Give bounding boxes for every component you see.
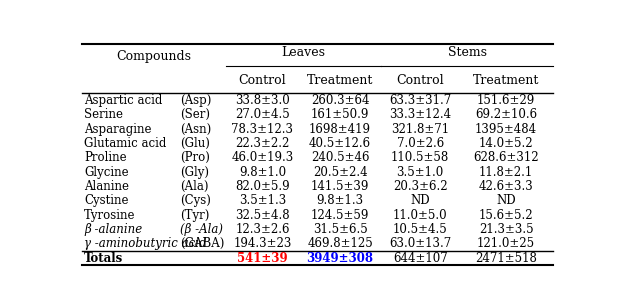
Text: β -alanine: β -alanine	[84, 223, 143, 236]
Text: Cystine: Cystine	[84, 194, 129, 207]
Text: Control: Control	[396, 74, 444, 88]
Text: 33.8±3.0: 33.8±3.0	[235, 94, 290, 107]
Text: 161±50.9: 161±50.9	[311, 108, 370, 121]
Text: (β -Ala): (β -Ala)	[180, 223, 223, 236]
Text: (Glu): (Glu)	[180, 137, 210, 150]
Text: Treatment: Treatment	[473, 74, 539, 88]
Text: Leaves: Leaves	[281, 46, 326, 59]
Text: 1698±419: 1698±419	[309, 123, 371, 136]
Text: 12.3±2.6: 12.3±2.6	[235, 223, 290, 236]
Text: Compounds: Compounds	[117, 50, 192, 63]
Text: (Cys): (Cys)	[180, 194, 211, 207]
Text: Tyrosine: Tyrosine	[84, 209, 136, 222]
Text: 63.3±31.7: 63.3±31.7	[389, 94, 451, 107]
Text: 3.5±1.0: 3.5±1.0	[397, 166, 444, 179]
Text: 3.5±1.3: 3.5±1.3	[239, 194, 286, 207]
Text: 151.6±29: 151.6±29	[477, 94, 535, 107]
Text: (Ser): (Ser)	[180, 108, 210, 121]
Text: 82.0±5.9: 82.0±5.9	[235, 180, 290, 193]
Text: 240.5±46: 240.5±46	[311, 151, 370, 164]
Text: 78.3±12.3: 78.3±12.3	[231, 123, 293, 136]
Text: ND: ND	[496, 194, 516, 207]
Text: 20.3±6.2: 20.3±6.2	[393, 180, 448, 193]
Text: 9.8±1.0: 9.8±1.0	[239, 166, 286, 179]
Text: 541±39: 541±39	[237, 252, 288, 265]
Text: 194.3±23: 194.3±23	[233, 237, 291, 250]
Text: 33.3±12.4: 33.3±12.4	[389, 108, 451, 121]
Text: (Pro): (Pro)	[180, 151, 210, 164]
Text: Totals: Totals	[84, 252, 123, 265]
Text: 40.5±12.6: 40.5±12.6	[309, 137, 371, 150]
Text: 42.6±3.3: 42.6±3.3	[479, 180, 533, 193]
Text: (Asp): (Asp)	[180, 94, 211, 107]
Text: 21.3±3.5: 21.3±3.5	[479, 223, 533, 236]
Text: 644±107: 644±107	[393, 252, 448, 265]
Text: ND: ND	[410, 194, 430, 207]
Text: (Ala): (Ala)	[180, 180, 208, 193]
Text: 14.0±5.2: 14.0±5.2	[479, 137, 533, 150]
Text: 69.2±10.6: 69.2±10.6	[475, 108, 537, 121]
Text: Glycine: Glycine	[84, 166, 129, 179]
Text: 260.3±64: 260.3±64	[311, 94, 370, 107]
Text: Glutamic acid: Glutamic acid	[84, 137, 167, 150]
Text: 1395±484: 1395±484	[475, 123, 537, 136]
Text: 121.0±25: 121.0±25	[477, 237, 535, 250]
Text: Treatment: Treatment	[307, 74, 373, 88]
Text: Asparagine: Asparagine	[84, 123, 152, 136]
Text: 11.8±2.1: 11.8±2.1	[479, 166, 533, 179]
Text: 7.0±2.6: 7.0±2.6	[397, 137, 444, 150]
Text: 11.0±5.0: 11.0±5.0	[393, 209, 448, 222]
Text: 20.5±2.4: 20.5±2.4	[313, 166, 368, 179]
Text: 2471±518: 2471±518	[475, 252, 537, 265]
Text: 321.8±71: 321.8±71	[391, 123, 450, 136]
Text: 63.0±13.7: 63.0±13.7	[389, 237, 451, 250]
Text: 628.6±312: 628.6±312	[473, 151, 539, 164]
Text: 10.5±4.5: 10.5±4.5	[393, 223, 448, 236]
Text: Serine: Serine	[84, 108, 123, 121]
Text: 32.5±4.8: 32.5±4.8	[235, 209, 290, 222]
Text: 110.5±58: 110.5±58	[391, 151, 450, 164]
Text: 469.8±125: 469.8±125	[308, 237, 373, 250]
Text: 124.5±59: 124.5±59	[311, 209, 370, 222]
Text: 9.8±1.3: 9.8±1.3	[317, 194, 364, 207]
Text: 22.3±2.2: 22.3±2.2	[235, 137, 290, 150]
Text: Stems: Stems	[448, 46, 487, 59]
Text: Proline: Proline	[84, 151, 127, 164]
Text: (GABA): (GABA)	[180, 237, 224, 250]
Text: (Gly): (Gly)	[180, 166, 209, 179]
Text: (Asn): (Asn)	[180, 123, 211, 136]
Text: Aspartic acid: Aspartic acid	[84, 94, 162, 107]
Text: 31.5±6.5: 31.5±6.5	[312, 223, 368, 236]
Text: 15.6±5.2: 15.6±5.2	[479, 209, 533, 222]
Text: Alanine: Alanine	[84, 180, 129, 193]
Text: 46.0±19.3: 46.0±19.3	[231, 151, 293, 164]
Text: γ -aminobutyric acid: γ -aminobutyric acid	[84, 237, 206, 250]
Text: (Tyr): (Tyr)	[180, 209, 209, 222]
Text: Control: Control	[239, 74, 286, 88]
Text: 141.5±39: 141.5±39	[311, 180, 370, 193]
Text: 27.0±4.5: 27.0±4.5	[235, 108, 290, 121]
Text: 3949±308: 3949±308	[307, 252, 374, 265]
